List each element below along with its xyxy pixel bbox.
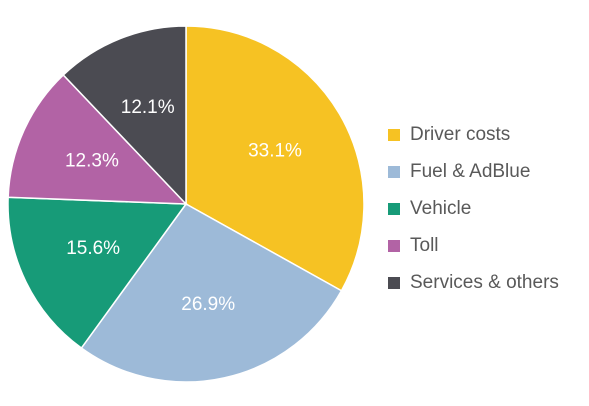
legend-swatch-vehicle — [388, 202, 400, 215]
legend-label-vehicle: Vehicle — [410, 197, 472, 219]
legend-swatch-toll — [388, 239, 400, 252]
data-label-toll: 12.3% — [65, 151, 119, 172]
legend-item-vehicle: Vehicle — [388, 190, 586, 227]
pie-slices — [7, 25, 365, 383]
legend-label-toll: Toll — [410, 234, 439, 256]
legend-swatch-fuel-adblue — [388, 165, 400, 178]
legend-label-driver-costs: Driver costs — [410, 123, 511, 145]
data-label-driver-costs: 33.1% — [248, 141, 302, 162]
pie-slice-toll — [7, 73, 188, 205]
legend-label-fuel-adblue: Fuel & AdBlue — [410, 160, 531, 182]
pie-data-labels: 33.1% 26.9% 15.6% 12.3% 12.1% — [65, 97, 302, 315]
legend-item-toll: Toll — [388, 227, 586, 264]
pie-slice-fuel-adblue — [80, 203, 343, 383]
legend-item-fuel-adblue: Fuel & AdBlue — [388, 153, 586, 190]
legend: Driver costs Fuel & AdBlue Vehicle Toll Serv… — [388, 116, 586, 301]
legend-swatch-driver-costs — [388, 128, 400, 141]
legend-label-services-others: Services & others — [410, 271, 559, 293]
data-label-services-others: 12.1% — [121, 97, 175, 118]
data-label-vehicle: 15.6% — [66, 238, 120, 259]
legend-item-services-others: Services & others — [388, 264, 586, 301]
legend-item-driver-costs: Driver costs — [388, 116, 586, 153]
legend-swatch-services-others — [388, 276, 400, 289]
pie-slice-driver-costs — [185, 25, 365, 292]
data-label-fuel-adblue: 26.9% — [181, 294, 235, 315]
pie-slice-vehicle — [7, 196, 188, 350]
pie-slice-services-others — [62, 25, 187, 206]
